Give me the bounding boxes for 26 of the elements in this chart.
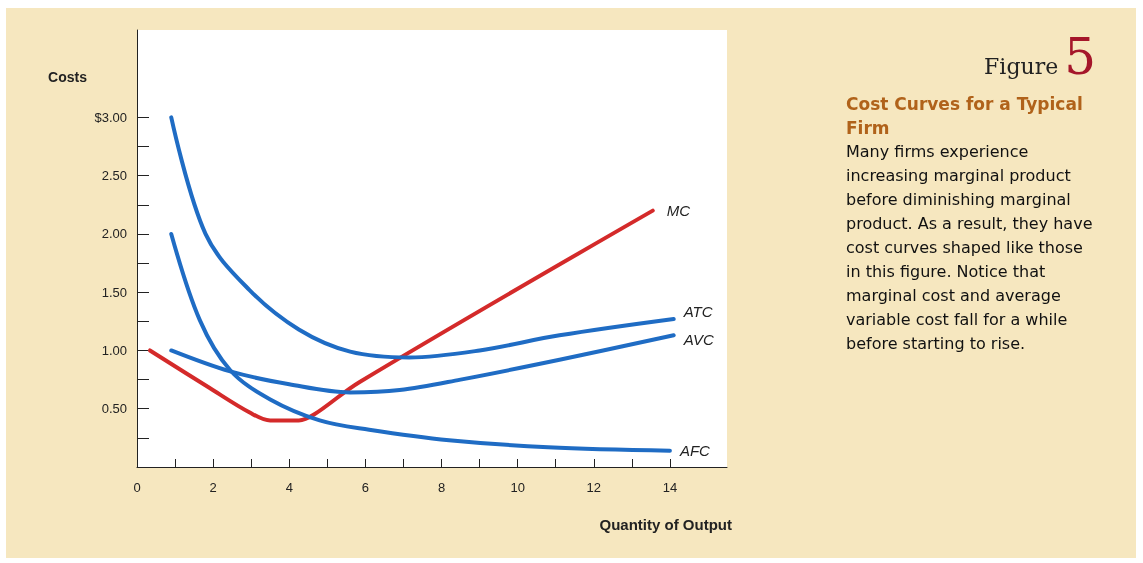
- text: 5: [1064, 28, 1096, 86]
- line-series: [169, 231, 672, 453]
- series-label: MC: [666, 202, 691, 220]
- x-tick-label: 6: [361, 480, 369, 495]
- text: Many firms experience increasing marginal product before diminishing marginal product. As a result, they have cost curves shaped like those in this figure. Notice that marginal cost and average variable cost fall for a while before starting to rise.: [846, 142, 1093, 353]
- y-tick-label: 0.50: [101, 401, 127, 417]
- line-series: [147, 208, 655, 423]
- y-tick-label: 2.00: [101, 226, 127, 242]
- x-tick-label: 8: [437, 480, 446, 495]
- x-tick-label: 14: [662, 480, 678, 495]
- y-tick-label: 1.50: [101, 284, 127, 300]
- series-label: ATC: [682, 302, 713, 320]
- y-tick-label: 1.00: [101, 342, 127, 358]
- y-tick-label: 2.50: [101, 168, 127, 184]
- x-tick-label: 4: [285, 480, 293, 495]
- series-label: AVC: [682, 330, 714, 348]
- text: Figure: [984, 54, 1059, 79]
- x-tick-label: 12: [586, 480, 602, 495]
- y-axis-title: Costs: [48, 69, 88, 85]
- text: Cost Curves for a Typical Firm: [846, 93, 1084, 140]
- x-tick-label: 2: [209, 480, 217, 495]
- x-axis-title: Quantity of Output: [599, 516, 732, 533]
- x-tick-label: 0: [133, 480, 141, 495]
- x-tick-label: 10: [510, 480, 525, 495]
- series-label: AFC: [678, 442, 711, 460]
- y-tick-label: $3.00: [94, 109, 127, 125]
